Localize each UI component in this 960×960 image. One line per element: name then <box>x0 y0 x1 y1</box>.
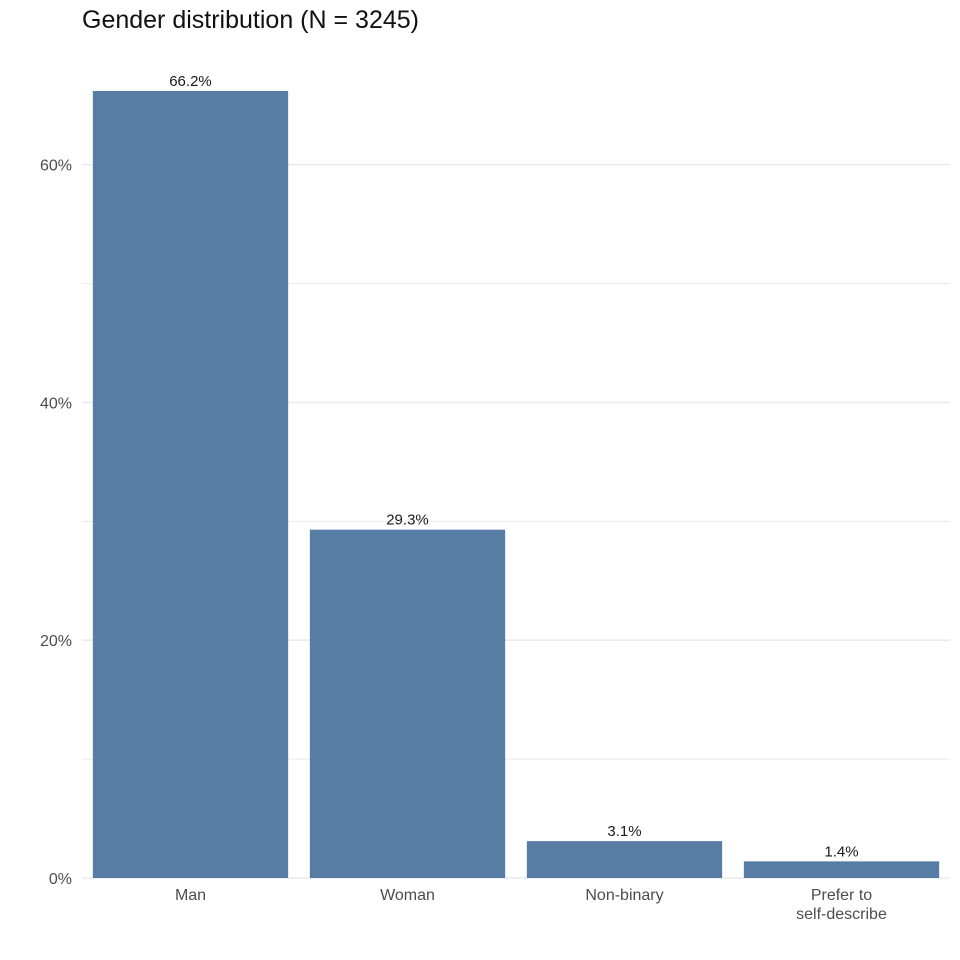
y-tick-label: 0% <box>49 871 72 888</box>
x-tick-label: Woman <box>380 887 435 904</box>
x-axis-ticks: Man Woman Non-binary Prefer to self-describe <box>175 887 887 923</box>
bars <box>92 91 940 878</box>
bar-value-label: 1.4% <box>824 843 858 860</box>
bar <box>309 529 506 878</box>
chart-title: Gender distribution (N = 3245) <box>82 6 419 34</box>
y-tick-label: 60% <box>40 158 72 175</box>
bar-value-label: 29.3% <box>386 512 429 529</box>
y-tick-label: 40% <box>40 395 72 412</box>
bar <box>92 91 289 878</box>
x-tick-label: Non-binary <box>585 887 663 904</box>
y-axis-ticks: 0% 20% 40% 60% <box>40 158 72 888</box>
y-tick-label: 20% <box>40 633 72 650</box>
x-tick-label: Prefer to self-describe <box>796 887 887 923</box>
bar <box>743 861 940 878</box>
bar-value-label: 66.2% <box>169 73 212 90</box>
bar <box>526 841 723 878</box>
bar-value-label: 3.1% <box>607 823 641 840</box>
data-labels: 66.2% 29.3% 3.1% 1.4% <box>169 73 858 860</box>
x-tick-label: Man <box>175 887 206 904</box>
